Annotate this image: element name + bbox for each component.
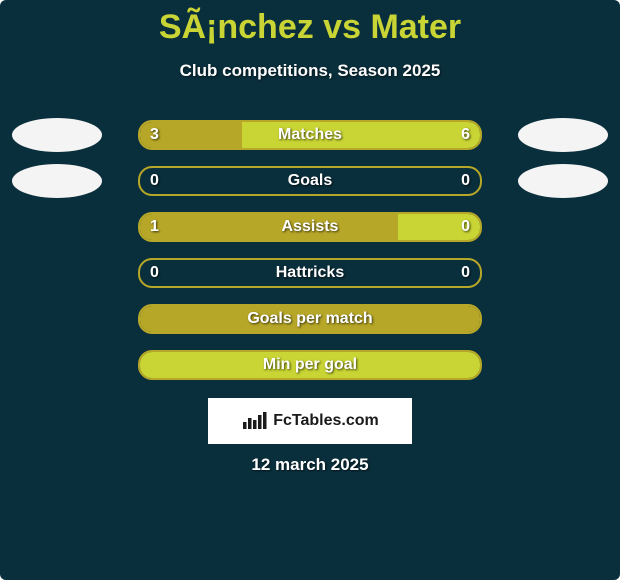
player-avatar-left: [12, 164, 102, 198]
stat-row: 0 0Hattricks: [0, 258, 620, 288]
bar-segment-left: [140, 306, 480, 332]
player-avatar-right: [518, 118, 608, 152]
bar-segment-right: [242, 122, 480, 148]
page-title: SÃ¡nchez vs Mater: [0, 0, 620, 47]
stat-label: Goals: [140, 168, 480, 194]
stat-bar: 0 0Hattricks: [138, 258, 482, 288]
source-badge: FcTables.com: [208, 398, 412, 444]
stat-value-left: 0: [140, 260, 169, 286]
date-label: 12 march 2025: [0, 455, 620, 475]
stat-bar: 36Matches: [138, 120, 482, 150]
stat-row: Goals per match: [0, 304, 620, 334]
bar-segment-right: [398, 214, 480, 240]
bar-segment-left: [140, 214, 398, 240]
bars-icon: [241, 411, 269, 431]
stat-row: Min per goal: [0, 350, 620, 380]
stat-value-left: 0: [140, 168, 169, 194]
stat-value-right: 0: [451, 260, 480, 286]
player-avatar-right: [518, 164, 608, 198]
badge-text: FcTables.com: [273, 412, 379, 430]
stat-value-right: 0: [451, 168, 480, 194]
stat-row: 10Assists: [0, 212, 620, 242]
page-subtitle: Club competitions, Season 2025: [0, 61, 620, 81]
stat-bar: Goals per match: [138, 304, 482, 334]
stat-bar: Min per goal: [138, 350, 482, 380]
player-avatar-left: [12, 118, 102, 152]
stat-bar: 0 0Goals: [138, 166, 482, 196]
bar-segment-left: [140, 122, 242, 148]
comparison-card: SÃ¡nchez vs Mater Club competitions, Sea…: [0, 0, 620, 580]
stat-row: 36Matches: [0, 120, 620, 150]
stat-bar: 10Assists: [138, 212, 482, 242]
stat-row: 0 0Goals: [0, 166, 620, 196]
bar-segment-right: [140, 352, 480, 378]
stat-label: Hattricks: [140, 260, 480, 286]
